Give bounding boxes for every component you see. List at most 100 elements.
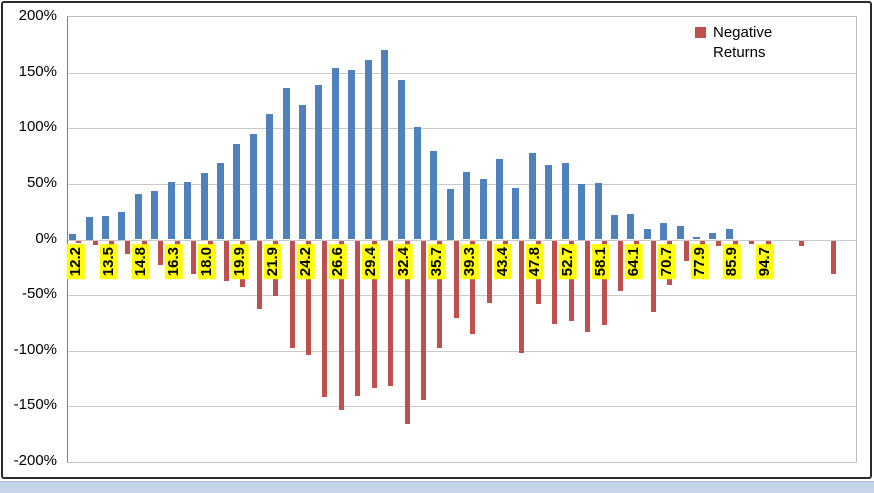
bar-positive (627, 213, 635, 240)
bar-negative (404, 240, 410, 425)
y-tick-label: -150% (13, 396, 57, 414)
bar-negative (470, 240, 476, 334)
bar-positive (118, 211, 126, 240)
x-axis-label: 39.3 (460, 243, 479, 279)
spreadsheet-row-strip (0, 481, 874, 493)
x-axis-label: 29.4 (362, 243, 380, 279)
bar-negative (125, 240, 131, 254)
bar-negative (617, 240, 623, 291)
bar-positive (364, 60, 372, 240)
x-axis-label: 16.3 (165, 243, 183, 279)
x-axis-label: 12.2 (66, 243, 85, 279)
bar-negative (191, 240, 197, 274)
bar-positive (463, 171, 471, 240)
bar-positive (561, 162, 569, 240)
bar-positive (331, 68, 339, 240)
bar-positive (200, 172, 208, 240)
gridline (68, 183, 856, 185)
bar-positive (496, 159, 504, 240)
bar-negative (158, 240, 164, 265)
bar-negative (420, 240, 426, 400)
bar-positive (397, 80, 405, 240)
bar-negative (289, 240, 295, 349)
bar-positive (446, 189, 454, 240)
x-axis-label: 26.6 (329, 243, 348, 279)
bar-negative (486, 240, 492, 303)
y-tick-label: -200% (13, 452, 57, 469)
bar-positive (545, 164, 553, 240)
bar-positive (134, 193, 142, 240)
bar-positive (167, 181, 175, 240)
x-axis-label: 64.1 (624, 243, 643, 279)
x-axis-label: 43.4 (493, 243, 512, 279)
bar-positive (610, 215, 618, 240)
bar-positive (216, 162, 224, 240)
bar-positive (413, 127, 421, 240)
bar-positive (512, 188, 520, 240)
bar-positive (266, 113, 274, 240)
bar-positive (725, 229, 733, 240)
bar-positive (184, 181, 192, 240)
bar-positive (69, 233, 77, 240)
bar-negative (355, 240, 361, 397)
y-tick-label: -50% (21, 285, 57, 303)
bar-negative (371, 240, 377, 389)
x-axis-label: 47.8 (526, 243, 545, 279)
x-axis-label: 13.5 (99, 243, 118, 279)
bar-positive (348, 70, 356, 240)
gridline (68, 295, 856, 297)
gridline (68, 406, 856, 408)
x-axis-label: 77.9 (690, 243, 709, 279)
plot-area: 12.2 13.5 14.8 16.3 18.0 19.9 21.9 24.2 26.6 29.4… (66, 16, 857, 463)
legend: Negative Returns (695, 23, 783, 64)
y-tick-label: 50% (26, 173, 57, 191)
legend-label: Negative Returns (713, 24, 773, 62)
x-axis-label: 32.4 (395, 243, 413, 279)
bar-negative (256, 240, 262, 310)
gridline (68, 239, 856, 241)
bar-negative (223, 240, 229, 281)
legend-swatch-negative-icon (695, 27, 706, 38)
bar-negative (568, 240, 574, 321)
y-tick-label: 150% (18, 62, 57, 80)
x-axis-label: 94.7 (756, 243, 774, 279)
y-tick-label: 100% (18, 118, 57, 136)
bar-negative (650, 240, 656, 312)
x-axis-label: 58.1 (592, 243, 610, 279)
bar-negative (322, 240, 328, 398)
chart-object: 200% 150% 100% 50% 0% -50% -100% -150% -200% 12.… (1, 1, 872, 479)
x-axis-label: 52.7 (559, 243, 577, 279)
bar-positive (282, 88, 290, 240)
bar-positive (578, 183, 586, 240)
bar-negative (749, 240, 755, 244)
bar-negative (453, 240, 459, 319)
bar-positive (85, 217, 93, 240)
x-axis-label: 70.7 (657, 243, 676, 279)
bar-negative (831, 240, 837, 274)
bar-negative (519, 240, 525, 353)
bar-positive (528, 152, 536, 240)
bar-positive (479, 179, 487, 240)
x-axis-label: 19.9 (230, 243, 249, 279)
bar-negative (601, 240, 607, 326)
bar-negative (716, 240, 722, 247)
bar-positive (693, 237, 701, 240)
x-axis-label: 18.0 (198, 243, 216, 279)
y-axis: 200% 150% 100% 50% 0% -50% -100% -150% -200% (3, 7, 61, 469)
x-axis-label: 21.9 (263, 243, 282, 279)
x-axis-label: 35.7 (427, 243, 446, 279)
gridline (68, 350, 856, 352)
bar-negative (552, 240, 558, 324)
x-axis-label: 85.9 (723, 243, 742, 279)
bar-positive (315, 84, 323, 240)
bar-negative (437, 240, 443, 349)
x-axis-label: 24.2 (296, 243, 315, 279)
bar-positive (430, 150, 438, 240)
x-axis-label: 14.8 (132, 243, 151, 279)
bar-negative (388, 240, 394, 387)
bar-positive (709, 232, 717, 240)
bar-positive (381, 50, 389, 240)
bar-positive (660, 222, 668, 240)
y-tick-label: 0% (35, 229, 57, 247)
bar-positive (594, 182, 602, 240)
